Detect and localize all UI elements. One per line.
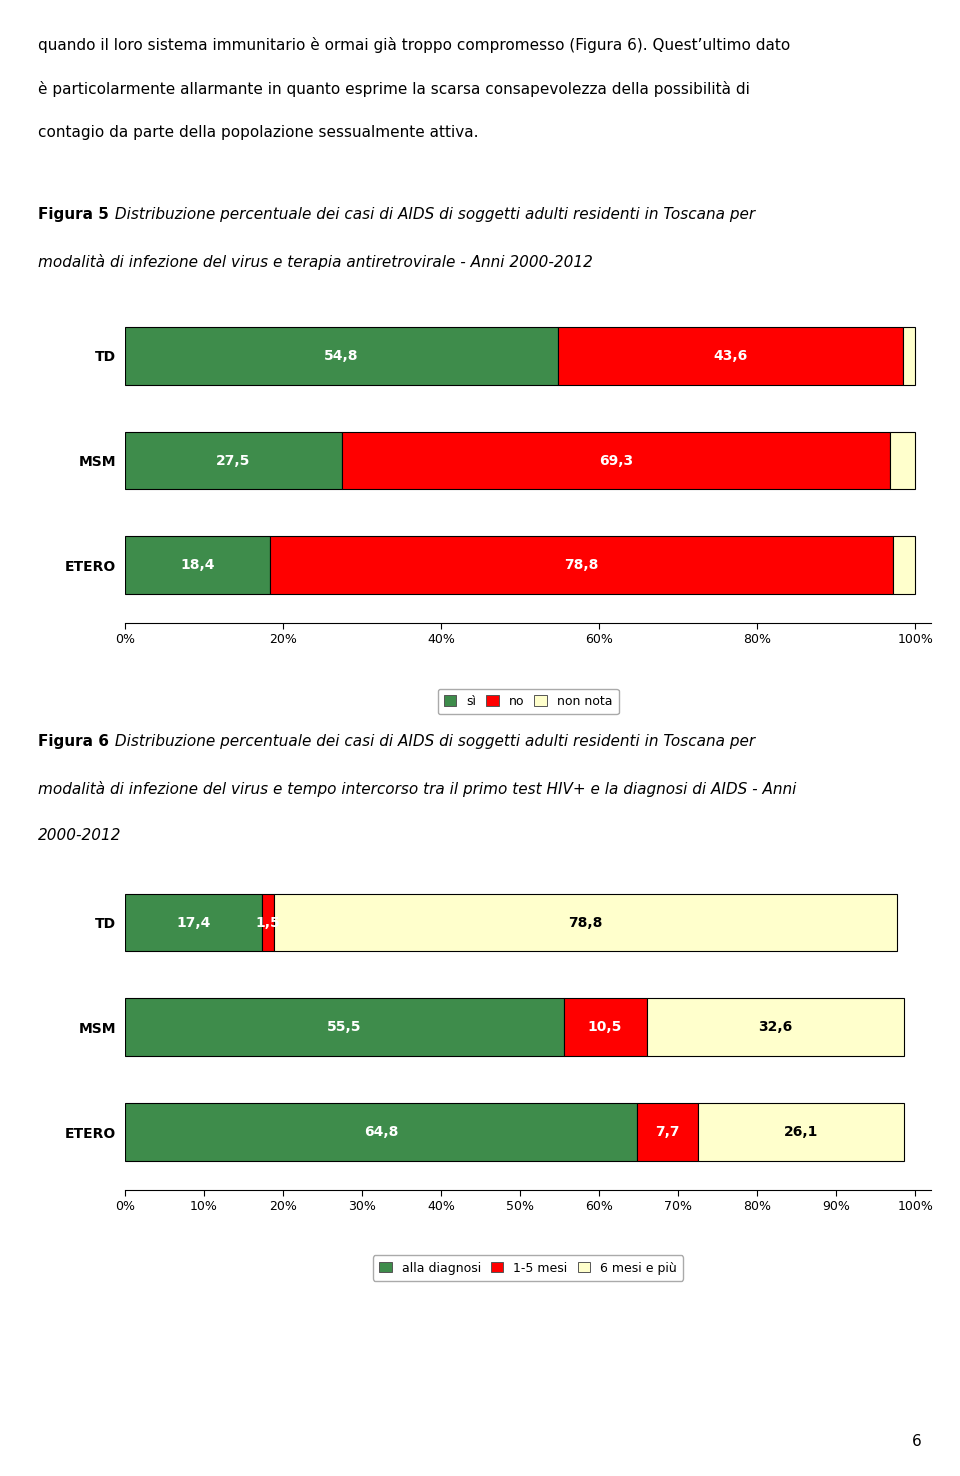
Text: 43,6: 43,6: [713, 348, 748, 363]
Legend: sì, no, non nota: sì, no, non nota: [438, 688, 618, 714]
Text: quando il loro sistema immunitario è ormai già troppo compromesso (Figura 6). Qu: quando il loro sistema immunitario è orm…: [38, 37, 791, 53]
Text: 18,4: 18,4: [180, 558, 215, 573]
Bar: [275, 894, 898, 952]
Bar: [125, 998, 564, 1057]
Text: 2000-2012: 2000-2012: [38, 828, 122, 843]
Text: 64,8: 64,8: [364, 1125, 398, 1139]
Text: 69,3: 69,3: [599, 453, 634, 468]
Text: 78,8: 78,8: [568, 915, 603, 930]
Bar: [125, 894, 262, 952]
Text: 7,7: 7,7: [656, 1125, 680, 1139]
Bar: [637, 1103, 698, 1160]
Text: modalità di infezione del virus e tempo intercorso tra il primo test HIV+ e la d: modalità di infezione del virus e tempo …: [38, 781, 797, 797]
Bar: [890, 431, 916, 490]
Bar: [893, 536, 916, 593]
Bar: [125, 1103, 637, 1160]
Bar: [902, 328, 916, 385]
Bar: [558, 328, 902, 385]
Text: è particolarmente allarmante in quanto esprime la scarsa consapevolezza della po: è particolarmente allarmante in quanto e…: [38, 81, 751, 97]
Bar: [125, 328, 558, 385]
Bar: [647, 998, 904, 1057]
Bar: [262, 894, 275, 952]
Text: Distribuzione percentuale dei casi di AIDS di soggetti adulti residenti in Tosca: Distribuzione percentuale dei casi di AI…: [110, 207, 756, 221]
Text: 6: 6: [912, 1435, 922, 1449]
Text: 32,6: 32,6: [758, 1020, 793, 1035]
Bar: [271, 536, 893, 593]
Legend: alla diagnosi, 1-5 mesi, 6 mesi e più: alla diagnosi, 1-5 mesi, 6 mesi e più: [372, 1255, 684, 1281]
Text: 17,4: 17,4: [177, 915, 211, 930]
Bar: [125, 536, 271, 593]
Text: Distribuzione percentuale dei casi di AIDS di soggetti adulti residenti in Tosca: Distribuzione percentuale dei casi di AI…: [110, 734, 756, 748]
Text: Figura 6: Figura 6: [38, 734, 109, 748]
Text: Figura 5: Figura 5: [38, 207, 109, 221]
Text: 78,8: 78,8: [564, 558, 599, 573]
Bar: [125, 431, 342, 490]
Text: 27,5: 27,5: [216, 453, 251, 468]
Text: modalità di infezione del virus e terapia antiretrovirale - Anni 2000-2012: modalità di infezione del virus e terapi…: [38, 254, 593, 270]
Text: 54,8: 54,8: [324, 348, 359, 363]
Bar: [698, 1103, 904, 1160]
Bar: [342, 431, 890, 490]
Text: 10,5: 10,5: [588, 1020, 622, 1035]
Text: 1,5: 1,5: [256, 915, 280, 930]
Bar: [564, 998, 647, 1057]
Text: 26,1: 26,1: [784, 1125, 818, 1139]
Text: contagio da parte della popolazione sessualmente attiva.: contagio da parte della popolazione sess…: [38, 125, 479, 140]
Text: 55,5: 55,5: [327, 1020, 361, 1035]
